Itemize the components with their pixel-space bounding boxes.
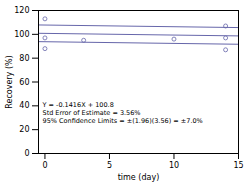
svg-text:10: 10 [169, 161, 179, 170]
svg-text:5: 5 [107, 161, 112, 170]
svg-text:80: 80 [19, 54, 29, 63]
svg-text:15: 15 [233, 161, 243, 170]
svg-text:Y = -0.1416X + 100.8Std Error: Y = -0.1416X + 100.8Std Error of Estimat… [42, 100, 203, 125]
svg-text:60: 60 [19, 78, 29, 87]
svg-text:120: 120 [14, 6, 29, 15]
svg-text:20: 20 [19, 125, 29, 134]
svg-text:40: 40 [19, 101, 29, 110]
svg-text:100: 100 [14, 30, 29, 39]
svg-text:0: 0 [42, 161, 47, 170]
svg-text:Recovery (%): Recovery (%) [5, 55, 14, 108]
svg-text:0: 0 [24, 149, 29, 158]
svg-text:time (day): time (day) [118, 173, 160, 182]
